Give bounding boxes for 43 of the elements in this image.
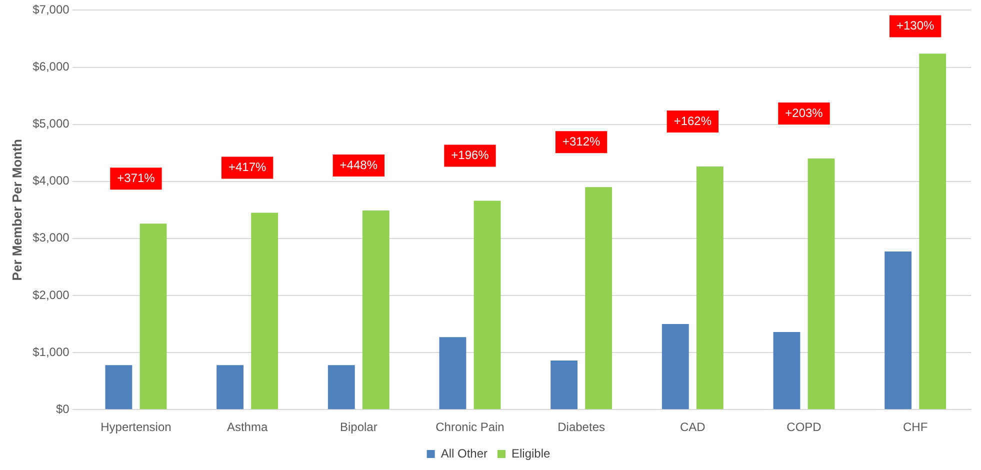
x-tick-label: CHF (902, 420, 928, 434)
annotation: +371% (117, 170, 156, 185)
y-tick-label: $1,000 (32, 344, 70, 359)
bar (696, 166, 724, 410)
x-tick-label: Hypertension (100, 420, 172, 434)
annotation: +196% (451, 148, 490, 162)
bar (919, 54, 946, 410)
y-tick-label: $7,000 (32, 2, 70, 17)
legend-label: All Other (440, 446, 488, 460)
bar (251, 212, 278, 410)
y-tick-label: $5,000 (32, 116, 70, 131)
y-tick-label: $0 (56, 402, 70, 416)
annotation: +203% (785, 106, 824, 120)
bar (216, 365, 244, 410)
bar (362, 210, 390, 410)
annotation: +162% (674, 114, 712, 128)
bar (808, 158, 835, 410)
bar (585, 187, 612, 410)
bar (550, 360, 578, 410)
y-tick-label: $6,000 (32, 60, 70, 74)
x-tick-label: CAD (680, 420, 706, 434)
bar (140, 224, 167, 410)
bar (439, 337, 466, 410)
x-tick-label: Asthma (226, 420, 268, 434)
bar (105, 365, 132, 410)
annotation: +417% (228, 160, 266, 174)
y-axis-title: Per Member Per Month (9, 139, 24, 281)
annotation: +448% (340, 158, 378, 172)
bar (773, 332, 800, 410)
y-tick-label: $2,000 (32, 288, 70, 302)
y-tick-label: $4,000 (32, 174, 70, 188)
bar (474, 200, 501, 410)
x-tick-label: Diabetes (558, 420, 606, 434)
annotation: +312% (562, 134, 600, 148)
x-tick-label: COPD (786, 420, 822, 434)
bar (662, 324, 689, 410)
annotation: +130% (896, 18, 935, 33)
legend-label: Eligible (511, 446, 551, 460)
bar (328, 365, 355, 410)
x-tick-label: Bipolar (340, 420, 378, 434)
bar (884, 252, 912, 410)
y-tick-label: $3,000 (32, 230, 70, 245)
x-tick-label: Chronic Pain (436, 420, 504, 434)
